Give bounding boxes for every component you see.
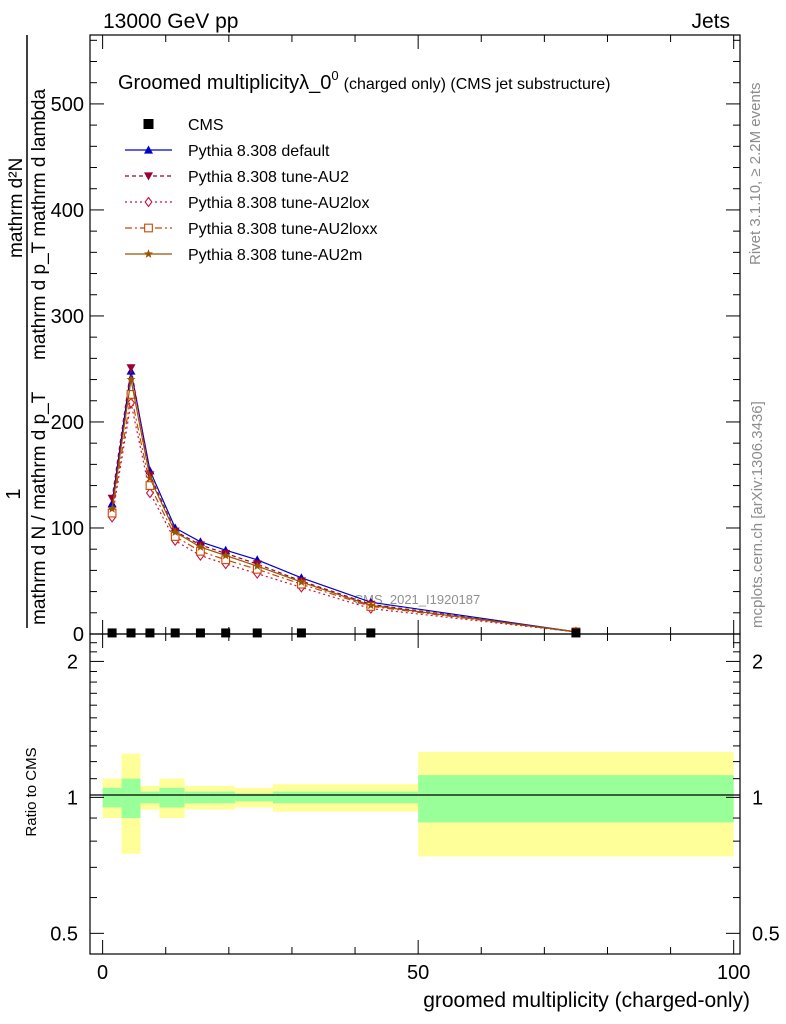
title-suffix: (charged only) (CMS jet substructure)	[344, 76, 611, 93]
cms-point	[195, 628, 205, 638]
series-point-4	[221, 550, 231, 560]
ratio-band-inner	[209, 791, 236, 804]
ratio-axis-ticks: 0.5 0.5 1 1 2 2 0 50 100	[50, 634, 780, 984]
ratio-uncertainty-bands	[102, 752, 734, 857]
header-energy: 13000 GeV pp	[103, 10, 238, 33]
legend-label-3: Pythia 8.308 tune-AU2loxx	[188, 221, 377, 238]
ratio-band-inner	[121, 778, 141, 819]
series-point-2	[145, 487, 155, 499]
legend-label-2: Pythia 8.308 tune-AU2lox	[188, 195, 369, 212]
ratio-tick-label-right: 0.5	[752, 923, 780, 945]
series-line-3	[111, 394, 576, 633]
title-lambda: λ_0	[299, 72, 331, 94]
header-category: Jets	[691, 10, 730, 33]
legend-marker-0	[144, 145, 153, 154]
y-tick-label: 100	[51, 518, 84, 540]
x-tick-label: 50	[407, 962, 429, 984]
ratio-ylabel: Ratio to CMS	[23, 747, 40, 836]
legend-marker-3	[144, 223, 153, 233]
ratio-tick-label: 1	[67, 787, 78, 809]
legend-label-4: Pythia 8.308 tune-AU2m	[188, 247, 362, 264]
cms-point	[571, 628, 581, 638]
ratio-band-inner	[159, 787, 185, 808]
x-tick-label: 100	[717, 962, 750, 984]
main-axis-ticks: 0 100 200 300 400 500	[51, 35, 740, 646]
ratio-tick-label: 0.5	[50, 923, 78, 945]
y-tick-label: 400	[51, 200, 84, 222]
ratio-band-inner	[102, 787, 122, 808]
series-point-4	[296, 577, 306, 586]
series-line-4	[111, 379, 576, 633]
y-tick-label: 200	[51, 412, 84, 434]
legend-marker-cms	[143, 119, 154, 129]
series-line-0	[111, 370, 576, 633]
cms-point	[221, 628, 231, 638]
xlabel: groomed multiplicity (charged-only)	[423, 989, 750, 1012]
title-superscript: 0	[331, 68, 338, 83]
main-series	[107, 364, 581, 638]
ratio-band-inner	[184, 791, 210, 804]
series-point-4	[170, 527, 180, 537]
ratio-band-inner	[140, 791, 160, 804]
series-point-4	[145, 473, 155, 482]
series-point-4	[126, 374, 136, 384]
main-panel: 0 100 200 300 400 500 CMS_2021_I1920187 Groom…	[51, 34, 741, 646]
legend: CMS Pythia 8.308 default Pythia 8.308 tune…	[125, 117, 377, 264]
watermark: CMS_2021_I1920187	[354, 592, 481, 607]
ylabel-one: 1	[3, 488, 25, 499]
legend-marker-1	[144, 172, 153, 181]
cms-point	[252, 628, 262, 638]
series-point-3	[126, 390, 136, 399]
ratio-band-inner	[323, 791, 419, 804]
ratio-band-inner	[418, 775, 734, 823]
ratio-tick-label: 2	[67, 651, 78, 673]
series-point-4	[366, 600, 376, 610]
legend-marker-4	[144, 249, 153, 258]
series-line-1	[111, 367, 576, 633]
ratio-band-inner	[235, 793, 274, 802]
series-point-4	[252, 561, 262, 570]
cms-point	[145, 628, 155, 638]
ylabel-denominator-2: mathrm d p_T mathrm d lambda	[29, 89, 50, 360]
series-point-1	[126, 364, 136, 373]
ylabel-denominator: mathrm d N / mathrm d p_T	[29, 391, 50, 625]
cms-point	[107, 628, 117, 638]
series-point-4	[107, 504, 117, 513]
x-tick-label: 0	[97, 962, 108, 984]
legend-label-cms: CMS	[188, 117, 224, 134]
cms-point	[170, 628, 180, 638]
cms-data-points	[107, 628, 581, 638]
plot-title: Groomed multiplicityλ_00 (charged only) (…	[118, 68, 610, 94]
ratio-tick-label-right: 1	[752, 787, 763, 809]
cms-point	[296, 628, 306, 638]
rivet-label: Rivet 3.1.10, ≥ 2.2M events	[747, 83, 764, 266]
mcplots-label: mcplots.cern.ch [arXiv:1306.3436]	[749, 401, 766, 628]
legend-label-1: Pythia 8.308 tune-AU2	[188, 169, 349, 186]
y-tick-label: 300	[51, 306, 84, 328]
ratio-tick-label-right: 2	[752, 651, 763, 673]
y-tick-label: 0	[73, 624, 84, 646]
series-point-0	[107, 499, 117, 508]
legend-label-0: Pythia 8.308 default	[188, 143, 330, 160]
ylabel-numerator: mathrm d²N	[6, 158, 27, 258]
ratio-frame	[89, 633, 741, 955]
ratio-band-inner	[273, 791, 324, 804]
y-axis-label: 1 mathrm d N / mathrm d p_T mathrm d²N m…	[3, 35, 50, 628]
cms-point	[126, 628, 136, 638]
series-point-4	[195, 542, 205, 551]
y-tick-label: 500	[51, 94, 84, 116]
ratio-panel: 0.5 0.5 1 1 2 2 0 50 100	[50, 633, 780, 984]
title-main: Groomed multiplicity	[118, 72, 299, 94]
legend-marker-2	[144, 196, 153, 208]
cms-point	[366, 628, 376, 638]
